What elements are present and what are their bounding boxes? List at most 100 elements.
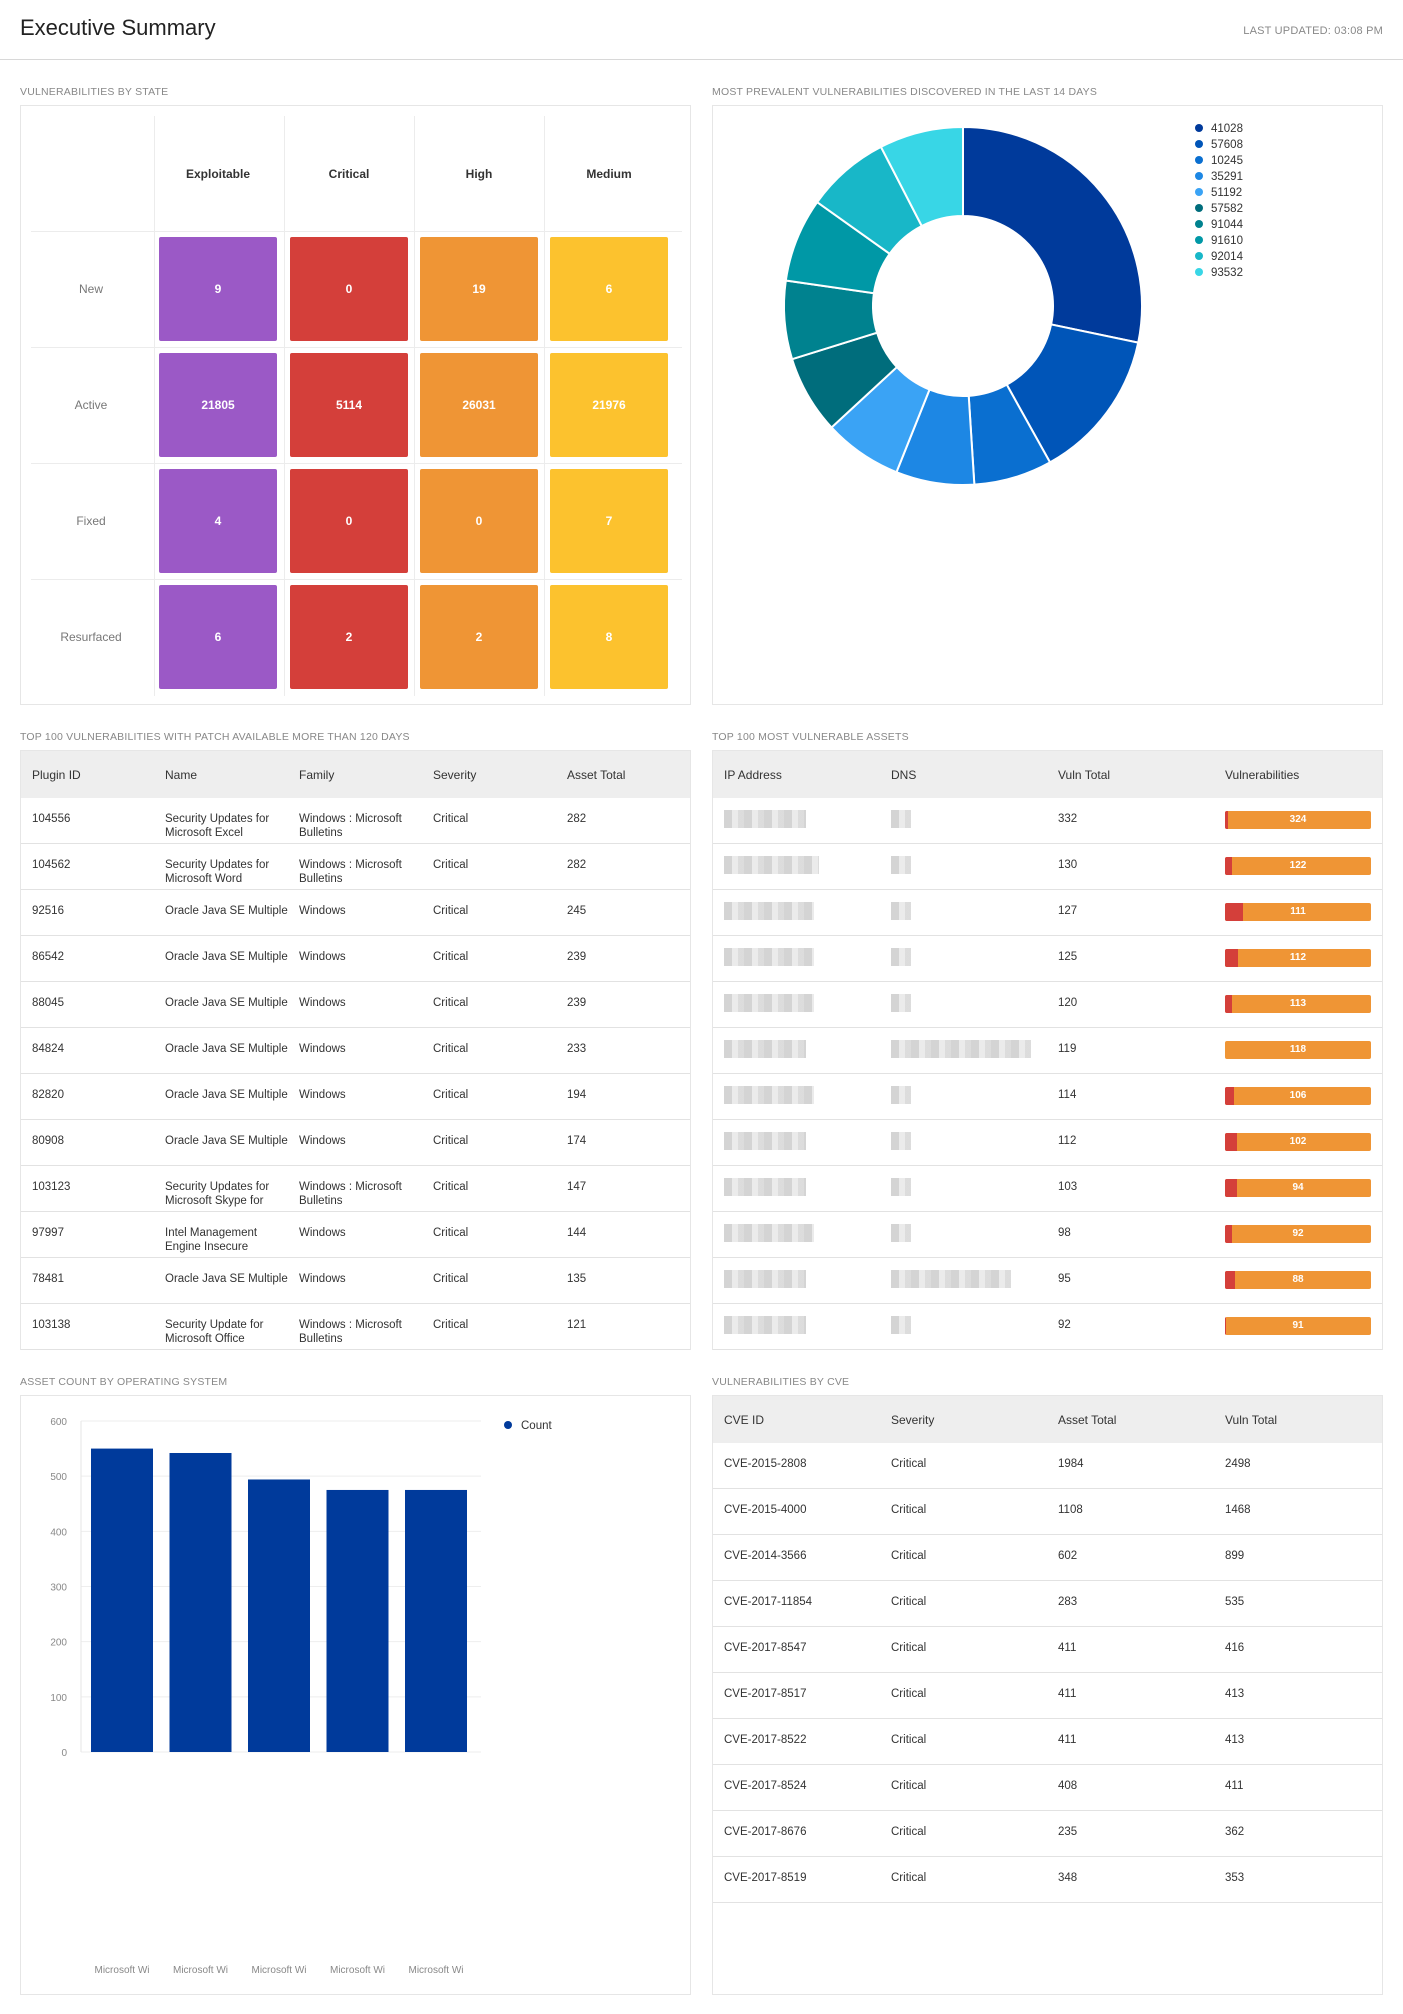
table-row[interactable]: CVE-2015-2808 Critical 1984 2498	[713, 1443, 1382, 1489]
vulnerability-bar[interactable]: 94	[1225, 1179, 1371, 1197]
vuln-count-tile[interactable]: 7	[550, 469, 668, 573]
legend-item[interactable]: 91610	[1195, 235, 1243, 247]
vuln-count-tile[interactable]: 6	[159, 585, 277, 689]
os-bar[interactable]	[326, 1489, 389, 1752]
table-row[interactable]: 98 92	[713, 1212, 1382, 1258]
vulnerability-bar[interactable]: 88	[1225, 1271, 1371, 1289]
table-row[interactable]: 112 102	[713, 1120, 1382, 1166]
table-row[interactable]: 125 112	[713, 936, 1382, 982]
table-row[interactable]: CVE-2017-8517 Critical 411 413	[713, 1673, 1382, 1719]
vuln-count-tile[interactable]: 21805	[159, 353, 277, 457]
table-column-header[interactable]: Severity	[891, 1413, 935, 1427]
legend-item[interactable]: 92014	[1195, 251, 1243, 263]
table-column-header[interactable]: Family	[299, 768, 335, 782]
table-row[interactable]: 114 106	[713, 1074, 1382, 1120]
table-row[interactable]: 119 118	[713, 1028, 1382, 1074]
vulnerability-bar[interactable]: 106	[1225, 1087, 1371, 1105]
vuln-count-tile[interactable]: 0	[290, 237, 408, 341]
table-row[interactable]: 120 113	[713, 982, 1382, 1028]
vulnerability-bar[interactable]: 111	[1225, 903, 1371, 921]
table-cell: 245	[567, 905, 587, 917]
vuln-count-tile[interactable]: 8	[550, 585, 668, 689]
table-row[interactable]: 78481 Oracle Java SE Multiple Windows Criti…	[21, 1258, 690, 1304]
vulnerability-bar[interactable]: 113	[1225, 995, 1371, 1013]
table-row[interactable]: 103 94	[713, 1166, 1382, 1212]
table-cell: Critical	[433, 1273, 469, 1285]
vulnerability-bar[interactable]: 122	[1225, 857, 1371, 875]
donut-slice[interactable]	[879, 125, 964, 228]
legend-item[interactable]: 41028	[1195, 123, 1243, 135]
table-row[interactable]: 103123 Security Updates for Microsoft Sky…	[21, 1166, 690, 1212]
vulnerability-bar[interactable]: 92	[1225, 1225, 1371, 1243]
legend-item[interactable]: 57608	[1195, 139, 1243, 151]
table-row[interactable]: CVE-2017-8547 Critical 411 416	[713, 1627, 1382, 1673]
table-column-header[interactable]: Vuln Total	[1058, 768, 1111, 782]
vuln-count-tile[interactable]: 6	[550, 237, 668, 341]
legend-item[interactable]: 51192	[1195, 187, 1242, 199]
table-column-header[interactable]: DNS	[891, 768, 917, 782]
matrix-col-divider	[544, 116, 545, 696]
table-column-header[interactable]: Asset Total	[1058, 1413, 1117, 1427]
vuln-count-tile[interactable]: 2	[420, 585, 538, 689]
table-row[interactable]: 95 88	[713, 1258, 1382, 1304]
table-row[interactable]: 92 91	[713, 1304, 1382, 1350]
table-row[interactable]: CVE-2014-3566 Critical 602 899	[713, 1535, 1382, 1581]
table-row[interactable]: 104556 Security Updates for Microsoft Exc…	[21, 798, 690, 844]
table-row[interactable]: 104562 Security Updates for Microsoft Wor…	[21, 844, 690, 890]
legend-item[interactable]: 91044	[1195, 219, 1243, 231]
matrix-col-header: High	[465, 167, 493, 181]
table-row[interactable]: CVE-2017-8522 Critical 411 413	[713, 1719, 1382, 1765]
legend-item[interactable]: 35291	[1195, 171, 1243, 183]
table-row[interactable]: 88045 Oracle Java SE Multiple Windows Criti…	[21, 982, 690, 1028]
table-column-header[interactable]: Vuln Total	[1225, 1413, 1278, 1427]
table-row[interactable]: CVE-2017-11854 Critical 283 535	[713, 1581, 1382, 1627]
vuln-count-tile[interactable]: 0	[420, 469, 538, 573]
vulnerability-bar[interactable]: 112	[1225, 949, 1371, 967]
donut-slice[interactable]	[962, 125, 1143, 344]
table-row[interactable]: CVE-2015-4000 Critical 1108 1468	[713, 1489, 1382, 1535]
table-column-header[interactable]: IP Address	[724, 768, 782, 782]
vuln-count-tile[interactable]: 9	[159, 237, 277, 341]
vulnerability-bar[interactable]: 102	[1225, 1133, 1371, 1151]
os-bar[interactable]	[405, 1489, 467, 1752]
table-column-header[interactable]: Name	[165, 768, 198, 782]
vuln-count-tile[interactable]: 5114	[290, 353, 408, 457]
table-row[interactable]: 97997 Intel Management Engine Insecure Win…	[21, 1212, 690, 1258]
os-bar[interactable]	[91, 1448, 153, 1752]
table-column-header[interactable]: Severity	[433, 768, 477, 782]
legend-item[interactable]: 10245	[1195, 155, 1243, 167]
table-row[interactable]: CVE-2017-8524 Critical 408 411	[713, 1765, 1382, 1811]
vuln-count-tile[interactable]: 4	[159, 469, 277, 573]
vuln-count-tile[interactable]: 2	[290, 585, 408, 689]
vulnerability-bar[interactable]: 118	[1225, 1041, 1371, 1059]
os-bar[interactable]	[169, 1452, 232, 1752]
vuln-count-tile[interactable]: 19	[420, 237, 538, 341]
table-row[interactable]: 130 122	[713, 844, 1382, 890]
vuln-count-tile[interactable]: 26031	[420, 353, 538, 457]
y-tick-label: 400	[50, 1527, 67, 1538]
os-bar[interactable]	[248, 1479, 310, 1752]
table-column-header[interactable]: Plugin ID	[32, 768, 81, 782]
table-row[interactable]: 80908 Oracle Java SE Multiple Windows Criti…	[21, 1120, 690, 1166]
table-row[interactable]: 84824 Oracle Java SE Multiple Windows Criti…	[21, 1028, 690, 1074]
table-row[interactable]: 103138 Security Update for Microsoft Offi…	[21, 1304, 690, 1350]
legend-item[interactable]: 57582	[1195, 203, 1243, 215]
table-column-header[interactable]: Vulnerabilities	[1225, 768, 1300, 782]
table-row[interactable]: 86542 Oracle Java SE Multiple Windows Criti…	[21, 936, 690, 982]
table-column-header[interactable]: CVE ID	[724, 1413, 765, 1427]
vuln-count-tile[interactable]: 21976	[550, 353, 668, 457]
table-row[interactable]: 82820 Oracle Java SE Multiple Windows Criti…	[21, 1074, 690, 1120]
table-row[interactable]: CVE-2017-8676 Critical 235 362	[713, 1811, 1382, 1857]
table-row[interactable]: CVE-2017-8519 Critical 348 353	[713, 1857, 1382, 1903]
table-row[interactable]: 92516 Oracle Java SE Multiple Windows Criti…	[21, 890, 690, 936]
table-row[interactable]: 332 324	[713, 798, 1382, 844]
table-column-header[interactable]: Asset Total	[567, 768, 626, 782]
vulnerability-bar[interactable]: 91	[1225, 1317, 1371, 1335]
table-header-row: CVE ID Severity Asset Total Vuln Total	[713, 1396, 1382, 1443]
vuln-count-tile[interactable]: 0	[290, 469, 408, 573]
table-row[interactable]: 127 111	[713, 890, 1382, 936]
legend-dot-icon	[1195, 204, 1203, 212]
legend-label[interactable]: Count	[521, 1420, 552, 1432]
vulnerability-bar[interactable]: 324	[1225, 811, 1371, 829]
legend-item[interactable]: 93532	[1195, 267, 1243, 279]
